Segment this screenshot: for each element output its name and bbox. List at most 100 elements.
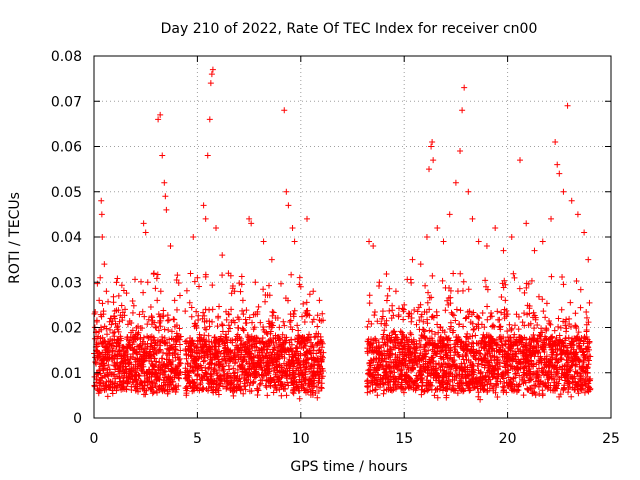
data-point <box>406 360 413 367</box>
data-point <box>166 375 173 382</box>
data-point <box>160 377 167 384</box>
data-point <box>496 324 503 331</box>
data-point <box>169 376 176 383</box>
data-point <box>372 369 379 376</box>
data-point <box>148 313 155 320</box>
data-point <box>454 390 461 397</box>
data-point <box>271 345 278 352</box>
data-point <box>507 345 514 352</box>
data-point <box>223 384 230 391</box>
data-point <box>260 372 267 379</box>
data-point <box>419 326 426 333</box>
y-tick-label: 0.08 <box>51 49 82 65</box>
data-point <box>130 302 137 309</box>
data-point <box>506 338 513 345</box>
data-point <box>461 366 468 373</box>
data-point <box>533 348 540 355</box>
data-point <box>274 349 281 356</box>
data-point <box>171 323 178 330</box>
data-point <box>184 369 191 376</box>
data-point <box>205 351 212 358</box>
data-point <box>548 215 555 222</box>
data-point <box>446 284 453 291</box>
data-point <box>405 383 412 390</box>
data-point <box>400 345 407 352</box>
data-point <box>585 383 592 390</box>
data-point <box>255 364 262 371</box>
data-point <box>163 350 170 357</box>
data-point <box>418 313 425 320</box>
data-point <box>165 327 172 334</box>
data-point <box>489 340 496 347</box>
data-point <box>383 270 390 277</box>
data-point <box>299 382 306 389</box>
data-point <box>138 346 145 353</box>
data-point <box>578 381 585 388</box>
data-point <box>484 369 491 376</box>
data-point <box>157 318 164 325</box>
data-point <box>236 334 243 341</box>
data-point <box>523 220 530 227</box>
data-point <box>577 373 584 380</box>
x-tick-label: 15 <box>395 431 413 447</box>
data-point <box>311 357 318 364</box>
data-point <box>152 324 159 331</box>
data-point <box>526 351 533 358</box>
data-point <box>523 336 530 343</box>
data-point <box>175 369 182 376</box>
data-point <box>379 308 386 315</box>
data-point <box>191 278 198 285</box>
data-point <box>318 384 325 391</box>
data-point <box>195 312 202 319</box>
data-point <box>495 316 502 323</box>
data-point <box>471 326 478 333</box>
data-point <box>475 356 482 363</box>
data-point <box>508 326 515 333</box>
data-point <box>215 362 222 369</box>
y-tick-label: 0.06 <box>51 140 82 156</box>
data-point <box>177 333 184 340</box>
data-point <box>507 334 514 341</box>
data-point <box>473 340 480 347</box>
data-point <box>474 313 481 320</box>
data-point <box>244 345 251 352</box>
data-point <box>549 349 556 356</box>
data-point <box>301 341 308 348</box>
data-point <box>554 161 561 168</box>
data-point <box>230 356 237 363</box>
data-point <box>132 372 139 379</box>
data-point <box>130 338 137 345</box>
data-point <box>585 361 592 368</box>
data-point <box>213 377 220 384</box>
data-point <box>400 333 407 340</box>
data-point <box>539 369 546 376</box>
data-point <box>564 102 571 109</box>
data-point <box>515 326 522 333</box>
data-point <box>223 316 230 323</box>
data-point <box>103 288 110 295</box>
data-point <box>159 355 166 362</box>
data-point <box>470 374 477 381</box>
data-point <box>449 311 456 318</box>
data-point <box>291 378 298 385</box>
data-point <box>375 372 382 379</box>
data-point <box>487 353 494 360</box>
data-point <box>521 364 528 371</box>
data-point <box>136 381 143 388</box>
data-point <box>418 391 425 398</box>
data-point <box>239 297 246 304</box>
data-point <box>388 346 395 353</box>
data-point <box>92 308 99 315</box>
data-point <box>319 310 326 317</box>
data-point <box>583 328 590 335</box>
data-point <box>152 369 159 376</box>
data-point <box>206 360 213 367</box>
data-point <box>115 336 122 343</box>
data-point <box>401 301 408 308</box>
data-point <box>222 344 229 351</box>
data-point <box>549 333 556 340</box>
data-point <box>165 365 172 372</box>
data-point <box>517 157 524 164</box>
data-point <box>116 341 123 348</box>
data-point <box>136 373 143 380</box>
